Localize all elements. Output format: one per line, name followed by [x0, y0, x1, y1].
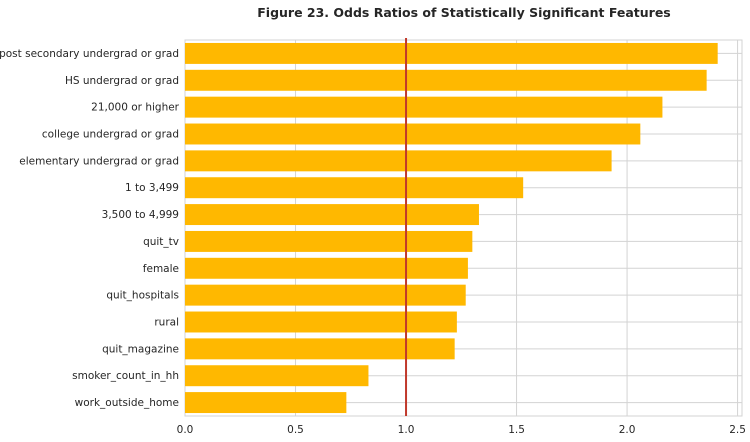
bar — [185, 392, 347, 414]
y-tick-label: 21,000 or higher — [91, 102, 180, 114]
y-tick-label: rural — [154, 317, 179, 329]
x-tick-label: 1.5 — [508, 424, 525, 436]
bar — [185, 69, 707, 91]
bar — [185, 365, 369, 387]
y-tick-label: work_outside_home — [75, 397, 179, 409]
y-tick-label: post secondary undergrad or grad — [0, 48, 179, 60]
bars — [185, 42, 718, 414]
y-tick-label: elementary undergrad or grad — [19, 155, 179, 167]
y-tick-label: HS undergrad or grad — [65, 75, 179, 87]
x-tick-label: 2.0 — [619, 424, 636, 436]
bar — [185, 123, 641, 145]
bar — [185, 257, 468, 279]
bar — [185, 177, 524, 199]
x-tick-label: 1.0 — [398, 424, 415, 436]
y-tick-label: 3,500 to 4,999 — [102, 209, 179, 221]
bar — [185, 284, 466, 306]
bar — [185, 230, 473, 252]
y-tick-label: 1 to 3,499 — [125, 182, 179, 194]
bar — [185, 96, 663, 118]
x-tick-label: 2.5 — [729, 424, 746, 436]
y-tick-label: smoker_count_in_hh — [72, 370, 179, 382]
y-tick-labels: post secondary undergrad or grad HS under… — [0, 48, 180, 409]
y-tick-label: college undergrad or grad — [42, 129, 179, 141]
plot-frame — [184, 39, 743, 417]
grid — [184, 39, 743, 417]
chart-title: Figure 23. Odds Ratios of Statistically … — [257, 5, 671, 20]
x-tick-labels: 0.0 0.5 1.0 1.5 2.0 2.5 — [177, 424, 746, 436]
y-tick-label: quit_magazine — [102, 343, 179, 355]
bar — [185, 42, 718, 64]
bar — [185, 311, 457, 333]
bar — [185, 338, 455, 360]
x-tick-label: 0.5 — [287, 424, 304, 436]
y-tick-label: female — [143, 263, 179, 275]
y-tick-label: quit_hospitals — [106, 290, 179, 302]
x-tick-label: 0.0 — [177, 424, 194, 436]
bar — [185, 204, 479, 226]
y-tick-label: quit_tv — [143, 236, 179, 248]
bar — [185, 150, 612, 172]
